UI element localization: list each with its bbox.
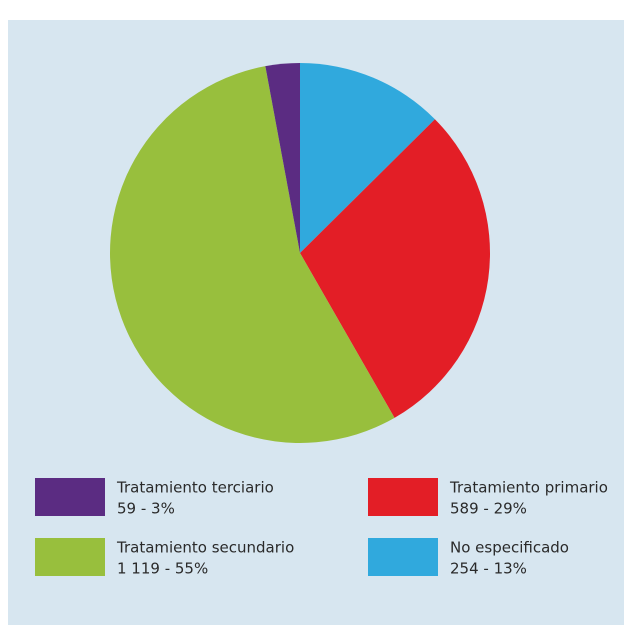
legend-value: 254 - 13%: [450, 560, 527, 578]
legend-swatch: [35, 478, 105, 516]
legend-swatch: [368, 478, 438, 516]
pie-slice: [300, 119, 490, 418]
legend-label: No especificado: [450, 539, 569, 557]
pie-slice: [300, 63, 435, 253]
legend-swatch: [368, 538, 438, 576]
legend-value: 1 119 - 55%: [117, 560, 208, 578]
legend-swatch: [35, 538, 105, 576]
pie-slice: [265, 63, 300, 253]
legend-label: Tratamiento primario: [449, 479, 608, 497]
legend-value: 589 - 29%: [450, 500, 527, 518]
legend-value: 59 - 3%: [117, 500, 175, 518]
pie-slice: [110, 66, 395, 443]
legend-label: Tratamiento secundario: [116, 539, 294, 557]
legend-label: Tratamiento terciario: [116, 479, 274, 497]
